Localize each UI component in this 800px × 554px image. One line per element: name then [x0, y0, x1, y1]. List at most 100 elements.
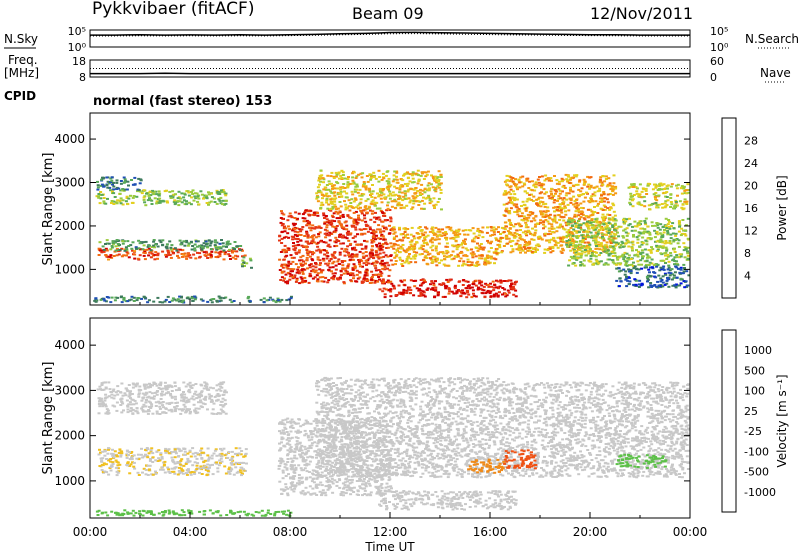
cell [554, 190, 558, 193]
cell [649, 203, 653, 206]
cell [552, 227, 556, 230]
cell [598, 225, 602, 228]
cell [148, 197, 151, 200]
cell [507, 218, 511, 221]
cell [626, 279, 630, 282]
cell [582, 230, 586, 233]
cell [459, 257, 463, 260]
cell [675, 187, 679, 190]
cell [103, 299, 107, 302]
cell [387, 288, 391, 291]
cell [116, 243, 120, 245]
cell [610, 218, 614, 221]
cell [424, 235, 428, 238]
cell [502, 203, 506, 206]
cell [477, 263, 481, 266]
cell [110, 200, 114, 202]
tick-label: 60 [710, 55, 724, 68]
cell [318, 250, 322, 253]
cell [477, 234, 481, 237]
cell [402, 291, 406, 294]
cell [279, 221, 283, 224]
cell [305, 209, 308, 212]
cell [316, 186, 320, 189]
cell [515, 229, 519, 232]
cell [434, 190, 438, 193]
cell [417, 227, 421, 230]
cell [316, 278, 320, 281]
cell [446, 251, 450, 254]
cell [666, 187, 669, 190]
cell [631, 240, 635, 243]
cell [202, 251, 206, 254]
cell [541, 201, 545, 204]
cell [402, 290, 406, 293]
cell [384, 288, 388, 291]
cell [316, 258, 320, 261]
cell [638, 279, 642, 282]
cell [571, 220, 574, 223]
cell [461, 246, 465, 249]
cell [182, 399, 186, 401]
cell [643, 230, 647, 233]
cell [542, 227, 545, 230]
cell [504, 209, 508, 212]
cell [311, 268, 315, 271]
cell [338, 276, 342, 279]
cell [216, 393, 220, 395]
cell [364, 247, 368, 250]
cell [286, 267, 290, 270]
cell [142, 410, 145, 413]
cell [522, 182, 526, 185]
cell [436, 294, 440, 297]
cell [147, 194, 151, 197]
cell [608, 193, 612, 195]
cell [583, 249, 587, 251]
cell [352, 200, 356, 203]
cell [195, 397, 199, 400]
cell [162, 406, 165, 409]
cell [308, 272, 312, 275]
cell [205, 251, 208, 254]
cell [575, 244, 579, 247]
cell [665, 196, 669, 198]
cell [579, 243, 583, 246]
cell [575, 174, 579, 177]
cell [530, 193, 533, 196]
cell [327, 219, 331, 222]
cell [588, 243, 592, 246]
cell [382, 230, 386, 233]
cell [441, 296, 445, 298]
cell [191, 189, 195, 192]
cell [624, 262, 628, 264]
cell [658, 269, 662, 272]
cell [206, 253, 210, 256]
cell [380, 259, 384, 262]
cell [406, 182, 410, 185]
cell [574, 251, 578, 254]
cell [208, 397, 212, 400]
cell [504, 236, 508, 239]
cell [685, 192, 689, 195]
cell [377, 276, 381, 278]
cell [333, 203, 337, 206]
cell [474, 284, 478, 287]
cell [112, 203, 116, 205]
cell [300, 277, 304, 280]
cell [457, 228, 461, 231]
cell [199, 405, 203, 408]
cell [458, 260, 462, 263]
cell [168, 240, 172, 243]
cell [509, 193, 513, 196]
cell [221, 189, 225, 191]
cell [510, 287, 514, 290]
cell [152, 240, 156, 243]
cell [239, 245, 243, 247]
cell [579, 264, 583, 266]
cell [587, 259, 591, 262]
cell [397, 284, 401, 287]
cell [347, 251, 350, 254]
cell [292, 248, 296, 251]
cell [338, 217, 342, 220]
cell [550, 187, 553, 190]
